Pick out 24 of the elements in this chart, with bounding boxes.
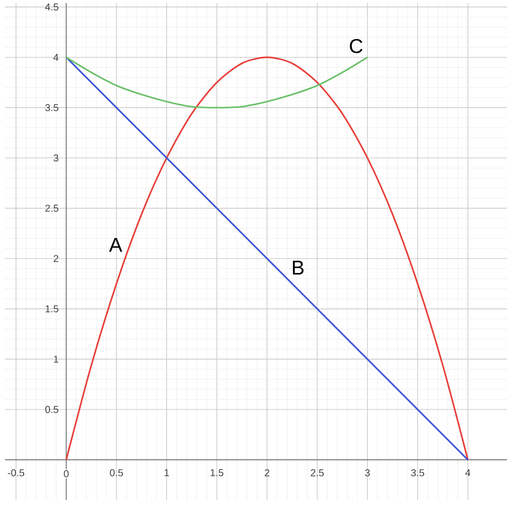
y-tick-label: 1 bbox=[54, 356, 58, 363]
x-tick-label: 3.5 bbox=[411, 469, 424, 476]
x-tick-label: 4 bbox=[465, 469, 470, 476]
y-tick-label: 3 bbox=[54, 154, 58, 162]
x-tick-label: 1.5 bbox=[210, 469, 224, 476]
y-tick-label: 4 bbox=[53, 54, 58, 61]
x-tick-label: -0.5 bbox=[8, 469, 24, 476]
y-tick-label: 2.5 bbox=[45, 204, 58, 212]
y-tick-label: 3.5 bbox=[45, 104, 58, 112]
x-tick-label: 0.5 bbox=[110, 469, 123, 476]
x-tick-label: 2.5 bbox=[310, 469, 324, 476]
x-tick-label: 1 bbox=[164, 469, 169, 476]
x-tick-label: 0 bbox=[64, 470, 69, 478]
y-tick-label: 4.5 bbox=[45, 4, 58, 10]
y-tick-label: 1.5 bbox=[46, 305, 58, 312]
x-tick-label: 2 bbox=[264, 469, 270, 476]
series-label: A bbox=[109, 238, 122, 252]
x-tick-label: 3 bbox=[365, 469, 370, 476]
line-series bbox=[65, 56, 469, 461]
y-tick-label: 2 bbox=[54, 255, 58, 262]
series-label: C bbox=[350, 39, 362, 54]
series-label: B bbox=[292, 260, 304, 274]
line-series bbox=[65, 56, 368, 108]
y-tick-label: 0.5 bbox=[45, 406, 58, 413]
